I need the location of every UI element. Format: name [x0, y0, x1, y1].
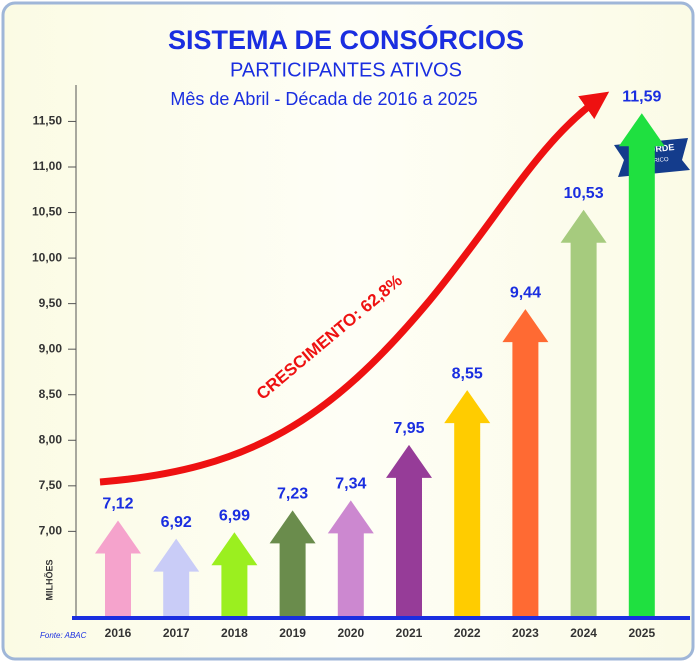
y-label: MILHÕES [44, 559, 54, 600]
x-tick-label: 2018 [221, 626, 248, 640]
arrow-bar [502, 309, 549, 617]
arrow-bar [95, 520, 141, 617]
value-label: 6,99 [219, 507, 250, 524]
y-tick-label: 10,50 [32, 205, 62, 219]
subtitle: PARTICIPANTES ATIVOS [230, 59, 462, 81]
source: Fonte: ABAC [40, 631, 87, 640]
y-tick-label: 7,00 [39, 524, 63, 538]
value-label: 10,53 [564, 185, 604, 202]
value-label: 6,92 [161, 514, 192, 531]
value-label: 7,23 [277, 486, 308, 503]
x-tick-label: 2021 [396, 626, 423, 640]
y-tick-label: 10,00 [32, 250, 62, 264]
value-label: 7,12 [102, 496, 133, 513]
y-tick-label: 11,00 [33, 159, 63, 173]
y-tick-label: 8,00 [39, 432, 63, 446]
arrow-bar [560, 209, 607, 617]
title: SISTEMA DE CONSÓRCIOS [168, 24, 524, 55]
value-label: 9,44 [510, 284, 541, 301]
growth-curve [99, 91, 610, 486]
y-tick-label: 8,50 [39, 387, 63, 401]
arrow-bar [211, 532, 258, 617]
y-tick-label: 7,50 [39, 478, 63, 492]
x-tick-label: 2023 [512, 626, 539, 640]
value-label: 7,34 [335, 476, 366, 493]
x-tick-label: 2024 [570, 626, 597, 640]
x-tick-label: 2019 [279, 626, 306, 640]
x-tick-label: 2022 [454, 626, 481, 640]
x-tick-label: 2025 [628, 626, 655, 640]
arrow-bar [327, 500, 374, 617]
x-tick-label: 2017 [163, 626, 190, 640]
y-tick-label: 11,50 [33, 114, 63, 128]
value-label: 7,95 [393, 420, 424, 437]
arrow-bar [444, 390, 491, 617]
y-tick-label: 9,50 [39, 296, 63, 310]
period: Mês de Abril - Década de 2016 a 2025 [170, 89, 477, 109]
x-tick-label: 2016 [105, 626, 132, 640]
arrow-bar [153, 538, 200, 617]
y-tick-label: 9,00 [39, 341, 63, 355]
x-tick-label: 2020 [337, 626, 364, 640]
arrow-bar [386, 444, 432, 617]
value-label: 11,59 [622, 88, 661, 105]
value-label: 8,55 [452, 365, 483, 382]
arrow-bar [618, 113, 665, 618]
arrow-bar [269, 510, 316, 617]
